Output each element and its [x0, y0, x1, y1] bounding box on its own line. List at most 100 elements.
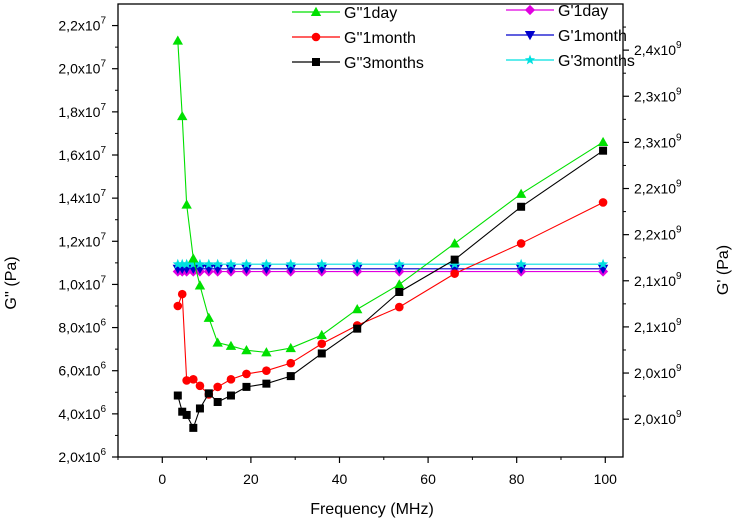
y-left-tick-mantissa: 8,0x10	[58, 320, 100, 336]
x-tick-label: 100	[594, 471, 618, 487]
y-left-tick-exponent: 7	[100, 274, 106, 285]
y-right-tick-mantissa: 2,1x10	[634, 273, 676, 289]
data-point	[516, 239, 526, 248]
data-point	[449, 238, 460, 248]
data-point	[177, 258, 188, 269]
x-tick-label: 0	[158, 471, 166, 487]
y-left-tick-mantissa: 2,0x10	[58, 449, 100, 465]
data-point	[226, 375, 236, 384]
legend-item-g-1day: G''1day	[292, 5, 397, 22]
series-g-1month	[173, 198, 608, 399]
y-left-tick-exponent: 7	[100, 188, 106, 199]
legend-label: G'3months	[558, 53, 635, 70]
data-point	[189, 375, 198, 384]
y-left-tick-mantissa: 6,0x10	[58, 363, 100, 379]
data-point	[212, 258, 223, 269]
y-right-tick-label: 2,0x109	[634, 363, 682, 381]
x-tick-label: 40	[332, 471, 348, 487]
y-right-tick-label: 2,3x109	[634, 132, 682, 150]
data-point	[262, 366, 271, 376]
y-left-tick-label: 6,0x106	[58, 361, 106, 379]
y-right-tick-exponent: 9	[676, 225, 682, 236]
data-point	[261, 347, 272, 357]
data-point	[194, 280, 206, 290]
legend-item-g-1day: G'1day	[506, 3, 608, 20]
y-left-tick-mantissa: 2,2x10	[58, 18, 100, 34]
y-left-tick-label: 2,0x106	[58, 447, 106, 465]
legend-item-g-3months: G''3months	[292, 55, 424, 72]
y-left-tick-label: 1,4x107	[58, 188, 106, 206]
data-point	[395, 287, 404, 296]
y-left-tick-exponent: 6	[100, 318, 106, 329]
series-line	[177, 40, 604, 353]
data-point	[204, 389, 213, 398]
y-right-tick-mantissa: 2,4x10	[634, 42, 676, 58]
y-left-tick-mantissa: 1,2x10	[58, 233, 100, 249]
y-right-tick-exponent: 9	[676, 271, 682, 282]
data-point	[226, 391, 235, 400]
data-point	[598, 198, 608, 207]
series-g-1day	[172, 35, 609, 357]
x-tick-label: 60	[420, 471, 436, 487]
data-point	[286, 358, 296, 368]
data-point	[181, 199, 192, 209]
x-tick-label: 80	[509, 471, 525, 487]
y-right-tick-exponent: 9	[676, 409, 682, 420]
y-left-tick-label: 4,0x106	[58, 404, 106, 422]
data-point	[173, 301, 183, 311]
legend-marker	[312, 58, 320, 66]
y-right-tick-label: 2,2x109	[634, 225, 682, 243]
y-right-tick-label: 2,0x109	[634, 409, 682, 427]
legend-label: G'1day	[558, 3, 608, 20]
data-point	[262, 379, 271, 388]
legend-item-g-3months: G'3months	[506, 53, 635, 70]
data-point	[394, 302, 404, 312]
legend: G''1day G''1month G''3months G'1day G'1month…	[292, 3, 635, 72]
data-point	[188, 258, 199, 269]
x-tick-label: 20	[243, 471, 259, 487]
series-line	[177, 201, 604, 396]
data-point	[515, 188, 527, 198]
y-right-tick-label: 2,2x109	[634, 179, 682, 197]
data-point	[317, 339, 327, 349]
y-axis-left-title: G'' (Pa)	[3, 256, 20, 309]
data-point	[316, 258, 327, 269]
data-point	[181, 258, 192, 269]
data-point	[241, 258, 252, 269]
data-point	[285, 258, 296, 269]
data-point	[203, 258, 214, 269]
y-left-tick-label: 2,2x107	[58, 16, 106, 34]
y-left-tick-mantissa: 2,0x10	[58, 61, 100, 77]
y-right-tick-label: 2,1x109	[634, 317, 682, 335]
y-right-tick-label: 2,4x109	[634, 40, 682, 58]
legend-item-g-1month: G''1month	[292, 30, 416, 47]
data-point	[353, 324, 362, 333]
data-point	[241, 345, 252, 355]
data-point	[182, 410, 191, 419]
y-axis-right-title: G' (Pa)	[715, 245, 732, 295]
y-left-tick-exponent: 7	[100, 102, 106, 113]
legend-label: G''1day	[344, 5, 397, 22]
data-point	[394, 258, 405, 269]
data-point	[261, 258, 272, 269]
y-left-tick-exponent: 7	[100, 145, 106, 156]
series-g-1day	[172, 266, 609, 277]
y-right-tick-mantissa: 2,0x10	[634, 411, 676, 427]
legend-marker	[524, 54, 536, 65]
data-point	[173, 391, 182, 400]
data-point	[352, 304, 363, 314]
data-point	[172, 258, 183, 269]
y-left-tick-label: 2,0x107	[58, 59, 106, 77]
y-left-tick-label: 1,8x107	[58, 102, 106, 120]
data-point	[178, 407, 187, 416]
data-point	[213, 397, 222, 406]
y-right-tick-exponent: 9	[676, 363, 682, 374]
y-right-tick-mantissa: 2,2x10	[634, 181, 676, 197]
y-right-tick-mantissa: 2,1x10	[634, 319, 676, 335]
y-right-tick-label: 2,1x109	[634, 271, 682, 289]
plot-frame	[117, 3, 624, 458]
data-point	[352, 258, 363, 269]
legend-label: G'1month	[558, 28, 627, 45]
x-axis-title: Frequency (MHz)	[310, 501, 434, 518]
data-point	[203, 312, 215, 322]
